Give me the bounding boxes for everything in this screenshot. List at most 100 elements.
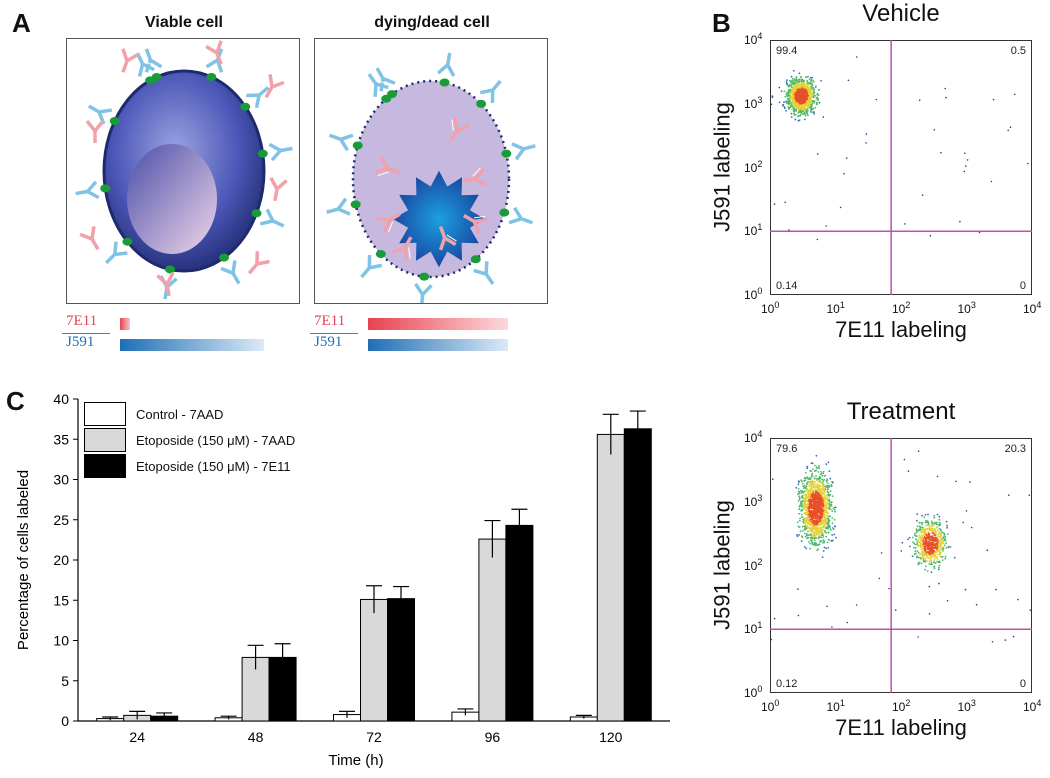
event-dot (820, 488, 823, 491)
event-dot (927, 535, 930, 538)
event-dot (924, 550, 927, 552)
event-dot (922, 540, 924, 542)
event-dot (826, 500, 829, 503)
event-dot (930, 550, 933, 553)
event-dot (790, 75, 793, 78)
event-dot (794, 95, 797, 98)
event-dot (808, 483, 811, 486)
event-dot (818, 101, 821, 104)
event-dot (805, 521, 808, 524)
event-dot (809, 505, 812, 508)
event-dot (828, 484, 831, 487)
event-dot (944, 557, 946, 560)
event-dot (964, 152, 966, 155)
event-dot (808, 101, 811, 104)
j591-antibody (220, 260, 241, 285)
event-dot (804, 527, 806, 530)
x-tick-label: 24 (129, 729, 145, 745)
event-dot (803, 484, 806, 487)
event-dot (911, 536, 914, 539)
event-dot (831, 510, 834, 512)
event-dot (830, 501, 833, 503)
event-dot (802, 529, 804, 532)
event-dot (803, 86, 805, 89)
event-dot (805, 504, 807, 506)
event-dot (793, 108, 796, 111)
event-dot (818, 534, 821, 536)
event-dot (934, 534, 936, 536)
event-dot (829, 515, 832, 518)
event-dot (803, 503, 806, 506)
event-dot (806, 104, 809, 107)
event-dot (794, 91, 797, 94)
quadrant-ul-value: 79.6 (776, 443, 797, 455)
x-tick-label: 102 (892, 300, 911, 316)
event-dot (846, 621, 849, 624)
event-dot (813, 477, 816, 480)
y-axis-label: Percentage of cells labeled (15, 470, 32, 650)
event-dot (789, 79, 791, 82)
event-dot (936, 560, 938, 563)
event-dot (806, 101, 809, 104)
event-dot (916, 550, 919, 552)
event-dot (824, 474, 827, 477)
event-dot (822, 528, 824, 531)
event-dot (785, 81, 788, 83)
event-dot (797, 614, 800, 617)
event-dot (816, 97, 819, 100)
event-dot (819, 524, 822, 526)
event-dot (934, 556, 937, 559)
quadrant-ll-value: 0.12 (776, 678, 797, 690)
event-dot (820, 509, 823, 511)
event-dot (828, 505, 831, 508)
event-dot (812, 482, 815, 485)
event-dot (796, 107, 799, 110)
7e11-antibody (204, 40, 223, 65)
event-dot (922, 558, 925, 561)
event-dot (970, 526, 973, 529)
event-dot (926, 556, 929, 559)
event-dot (940, 151, 942, 154)
event-dot (815, 498, 817, 501)
event-dot (805, 109, 807, 112)
event-dot (916, 519, 918, 522)
event-dot (808, 87, 810, 90)
flow-y-axis-label: J591 labeling (709, 101, 735, 232)
event-dot (944, 539, 947, 542)
event-dot (931, 563, 934, 565)
event-dot (816, 492, 818, 495)
event-dot (931, 554, 933, 557)
event-dot (803, 517, 806, 520)
event-dot (803, 118, 806, 121)
event-dot (928, 585, 931, 588)
event-dot (953, 556, 956, 559)
event-dot (806, 75, 808, 78)
event-dot (806, 505, 809, 508)
event-dot (823, 495, 825, 497)
event-dot (828, 502, 831, 505)
event-dot (806, 110, 809, 112)
event-dot (771, 96, 774, 99)
event-dot (833, 525, 836, 528)
legend-label-etoposide-7aad: Etoposide (150 μM) - 7AAD (136, 432, 296, 448)
event-dot (815, 101, 818, 104)
event-dot (801, 480, 803, 483)
event-dot (793, 99, 796, 102)
event-dot (803, 84, 806, 87)
panel-b-letter: B (712, 8, 731, 38)
panel-a-letter: A (12, 8, 31, 38)
event-dot (791, 94, 794, 96)
event-dot (943, 544, 946, 547)
event-dot (920, 562, 923, 565)
event-dot (798, 490, 801, 493)
event-dot (824, 516, 826, 519)
event-dot (825, 225, 827, 227)
event-dot (815, 486, 818, 489)
event-dot (801, 516, 804, 518)
event-dot (816, 93, 819, 96)
event-dot (926, 560, 928, 562)
event-dot (927, 513, 929, 516)
event-dot (939, 546, 942, 548)
event-dot (941, 556, 944, 558)
7e11-antibody (247, 251, 270, 275)
